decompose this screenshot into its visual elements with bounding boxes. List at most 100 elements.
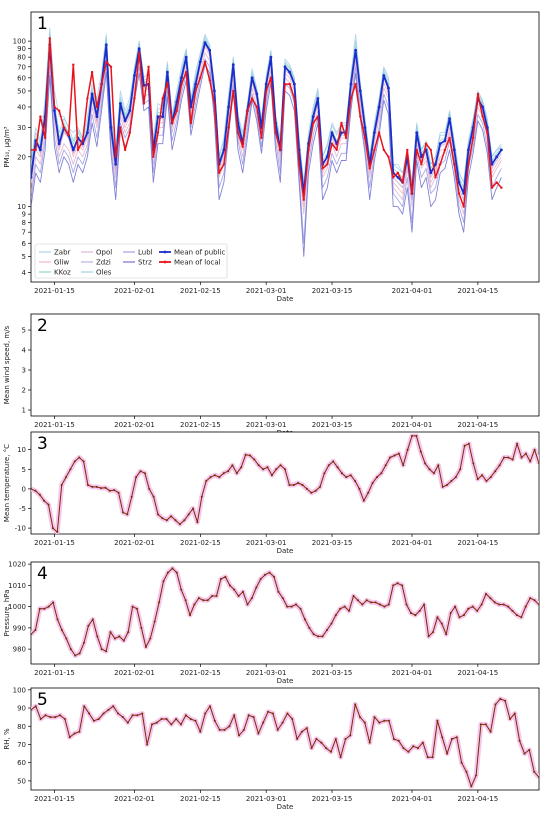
- series-mean-of-public-point: [340, 131, 343, 135]
- series-point: [481, 474, 484, 477]
- series-point: [78, 456, 81, 459]
- series-point: [358, 487, 361, 490]
- series-point: [157, 513, 159, 516]
- series-point: [65, 476, 67, 479]
- series-point: [489, 597, 492, 600]
- series-point: [393, 454, 396, 457]
- series-point: [415, 434, 418, 437]
- panel-number: 4: [37, 564, 48, 584]
- series-point: [136, 714, 139, 717]
- series-mean-of-local-point: [439, 163, 442, 166]
- series-point: [359, 716, 361, 719]
- series-mean-of-local-point: [90, 70, 94, 74]
- series-point: [279, 464, 282, 467]
- series-point: [321, 635, 324, 638]
- series-point: [249, 454, 251, 457]
- series-point: [211, 595, 214, 597]
- y-axis-label: Pressure, hPa: [3, 590, 11, 637]
- panel-number: 2: [37, 316, 48, 336]
- series-point: [153, 620, 156, 623]
- series-point: [343, 605, 346, 608]
- series-point: [69, 648, 72, 651]
- series-point: [286, 712, 289, 715]
- series-mean-of-local-point: [62, 126, 66, 129]
- y-tick-label: 1000: [8, 603, 26, 611]
- series-mean-of-local-point: [471, 136, 475, 140]
- series-point: [253, 458, 256, 461]
- series-point: [446, 752, 449, 755]
- series-point: [290, 605, 293, 608]
- legend-entry: Mean of public: [174, 249, 225, 257]
- panel-number: 5: [37, 690, 48, 710]
- series-mean-of-local-point: [410, 192, 414, 195]
- x-tick-label: 2021-01-15: [34, 421, 75, 429]
- series-point: [228, 725, 231, 728]
- series-point: [189, 718, 192, 720]
- series-mean-of-local-point: [279, 148, 282, 152]
- series-point: [56, 531, 59, 533]
- series-mean-of-public-point: [382, 74, 386, 77]
- series-point: [118, 635, 121, 638]
- series-point: [31, 633, 32, 636]
- series-point: [49, 716, 52, 719]
- series-point: [476, 478, 479, 481]
- panel-pressure: 2021-01-15 2021-02-01 2021-02-15 2021-03-01…: [3, 561, 540, 685]
- series-point: [39, 718, 42, 720]
- series-point: [349, 734, 352, 737]
- series-point: [297, 482, 300, 484]
- series-point: [68, 736, 71, 739]
- series-point: [266, 466, 269, 469]
- y-tick-label: 90: [17, 45, 26, 53]
- series-point: [354, 703, 357, 706]
- series-mean-of-public-point: [133, 74, 136, 77]
- series-mean-of-public-point: [311, 115, 315, 118]
- x-tick-label: 2021-03-15: [312, 795, 353, 803]
- series-point: [538, 462, 539, 465]
- series-mean-of-public-point: [57, 142, 61, 146]
- series-point: [126, 513, 129, 516]
- series-point: [246, 603, 249, 606]
- series-point: [200, 495, 203, 498]
- series-point: [339, 756, 342, 759]
- x-tick-label: 2021-02-15: [180, 421, 221, 429]
- series-point: [224, 575, 227, 578]
- series-point: [238, 734, 240, 737]
- series-point: [100, 648, 103, 651]
- series-mean-of-local-point: [462, 205, 465, 208]
- series-point: [427, 635, 430, 638]
- series-point: [533, 599, 536, 602]
- x-tick-label: 2021-02-01: [114, 795, 155, 803]
- series-point: [449, 612, 452, 614]
- series-point: [171, 567, 174, 570]
- series-point: [213, 719, 216, 722]
- series-point: [520, 456, 523, 459]
- series-point: [117, 712, 120, 715]
- x-tick-label: 2021-04-15: [458, 421, 499, 429]
- panel-pm10: 2021-01-15 2021-02-01 2021-02-15 2021-03-01…: [3, 11, 540, 303]
- series-point: [152, 495, 155, 498]
- series-mean-of-local-point: [76, 148, 80, 152]
- series-point: [383, 719, 386, 722]
- y-tick-label: 3: [22, 367, 26, 375]
- series-point: [356, 599, 359, 602]
- series-point: [423, 603, 426, 606]
- series-point: [161, 517, 164, 520]
- series-mean-of-local-point: [344, 136, 348, 140]
- series-point: [51, 527, 54, 530]
- x-tick-label: 2021-03-01: [246, 287, 287, 295]
- series-point: [237, 595, 240, 597]
- series-point: [520, 616, 523, 619]
- series-point: [206, 599, 209, 602]
- series-point: [122, 511, 124, 514]
- series-point: [507, 456, 510, 459]
- series-point: [104, 486, 107, 489]
- series-point: [65, 637, 68, 640]
- series-mean-of-local-point: [415, 148, 418, 152]
- series-mean-of-public-point: [316, 97, 320, 100]
- y-tick-label: 70: [17, 63, 26, 71]
- series-point: [489, 476, 492, 479]
- y-tick-label: 10: [17, 446, 26, 454]
- series-point: [431, 756, 434, 759]
- series-point: [209, 476, 212, 479]
- y-tick-label: 1020: [8, 561, 26, 569]
